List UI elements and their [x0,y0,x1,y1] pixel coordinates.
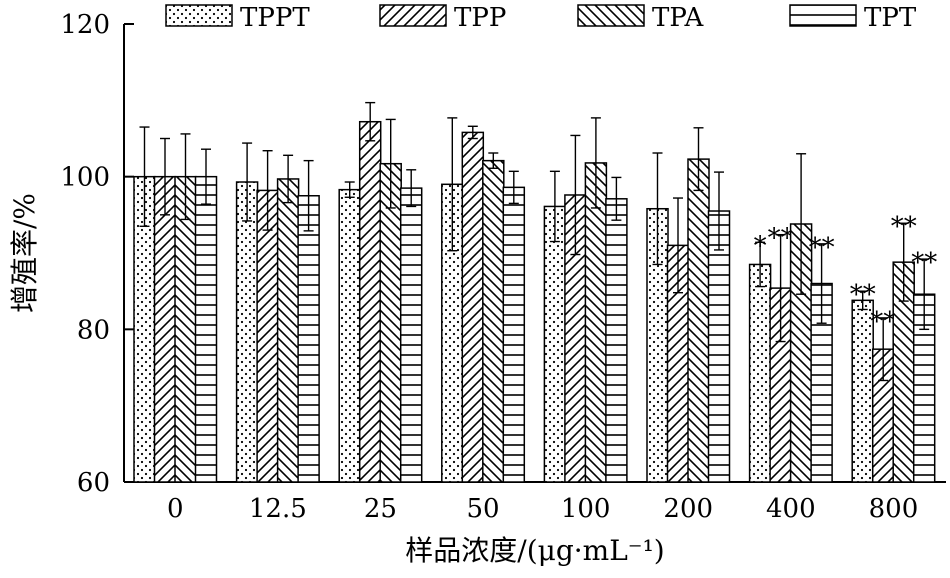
y-tick-label: 120 [60,10,110,40]
x-tick-label: 12.5 [249,494,307,524]
y-tick-label: 80 [77,315,110,345]
bars: ************* [133,101,937,483]
legend-swatch-tpt [789,4,857,27]
x-tick-label: 50 [467,494,500,524]
bar-tpt-4 [605,198,628,483]
bar-tpp-0 [153,175,177,483]
bar-tppt-2 [338,188,361,483]
bar-tppt-1 [235,181,259,483]
x-tick-label: 800 [869,494,919,524]
legend-swatch-tpa [577,4,645,27]
legend-label-tpt: TPT [864,3,917,33]
legend-label-tppt: TPPT [240,3,310,33]
bar-tpp-3 [461,131,485,483]
bar-tpp-1 [256,189,279,483]
x-axis-title: 样品浓度/(μg·mL⁻¹) [405,534,664,567]
bar-tpa-4 [584,162,608,483]
significance-mark: ** [911,248,937,278]
bar-tppt-6 [748,263,772,483]
bar-tpt-3 [502,186,526,483]
x-tick-label: 100 [561,494,611,524]
significance-mark: ** [768,224,794,254]
bar-tpp-2 [358,120,382,483]
x-tick-label: 0 [167,494,184,524]
y-tick-label: 100 [60,163,110,193]
legend-label-tpa: TPA [652,3,704,33]
x-tick-label: 25 [364,494,397,524]
significance-mark: ** [891,212,917,242]
bar-tpa-5 [687,158,710,483]
bar-tpa-2 [379,162,402,483]
y-ticks: 60 80 100 120 [60,10,134,498]
significance-mark: * [754,231,767,261]
bar-tpa-0 [174,175,197,483]
x-ticks: 0 12.5 25 50 100 200 400 800 [167,494,918,524]
x-tick-label: 200 [663,494,713,524]
bar-tpa-1 [276,178,300,483]
significance-mark: ** [870,307,896,337]
legend-swatch-tppt [165,4,233,27]
legend: TPPT TPP TPA TPT [165,3,917,33]
bar-tpt-2 [399,187,423,483]
legend-swatch-tpp [379,4,447,27]
significance-mark: ** [809,233,835,263]
bar-tppt-4 [543,205,567,483]
legend-label-tpp: TPP [454,3,506,33]
bar-tpt-0 [194,175,218,483]
y-axis-title: 增殖率/% [8,193,41,313]
significance-mark: ** [850,280,876,310]
x-tick-label: 400 [766,494,816,524]
bar-tpt-1 [297,195,320,483]
bar-tpa-3 [482,159,505,483]
y-tick-label: 60 [77,468,110,498]
bar-tpt-5 [707,210,731,483]
